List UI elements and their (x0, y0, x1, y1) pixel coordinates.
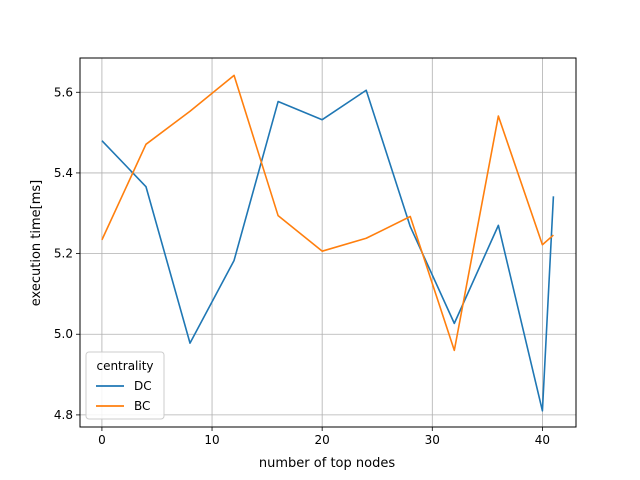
y-axis-label: execution time[ms] (29, 180, 44, 306)
y-tick-label: 5.2 (54, 247, 73, 261)
x-tick-label: 40 (535, 433, 550, 447)
x-axis-ticks: 0 10 20 30 40 (98, 427, 550, 447)
legend-box (85, 351, 165, 420)
series-line-bc (101, 74, 554, 352)
x-tick-label: 10 (204, 433, 219, 447)
y-tick-label: 5.0 (54, 327, 73, 341)
y-tick-label: 5.6 (54, 85, 73, 99)
legend-label-bc: BC (134, 399, 150, 413)
legend: centrality DC BC (85, 351, 165, 420)
x-tick-label: 30 (425, 433, 440, 447)
y-axis-ticks: 4.8 5.0 5.2 5.4 5.6 (54, 85, 80, 422)
legend-label-dc: DC (134, 379, 152, 393)
series-lines (101, 74, 555, 412)
plot-frame (79, 57, 577, 428)
y-tick-label: 5.4 (54, 166, 73, 180)
x-tick-label: 0 (98, 433, 106, 447)
y-tick-label: 4.8 (54, 408, 73, 422)
x-tick-label: 20 (315, 433, 330, 447)
legend-title: centrality (96, 359, 153, 373)
x-axis-label: number of top nodes (259, 456, 395, 471)
series-line-dc (101, 89, 555, 412)
